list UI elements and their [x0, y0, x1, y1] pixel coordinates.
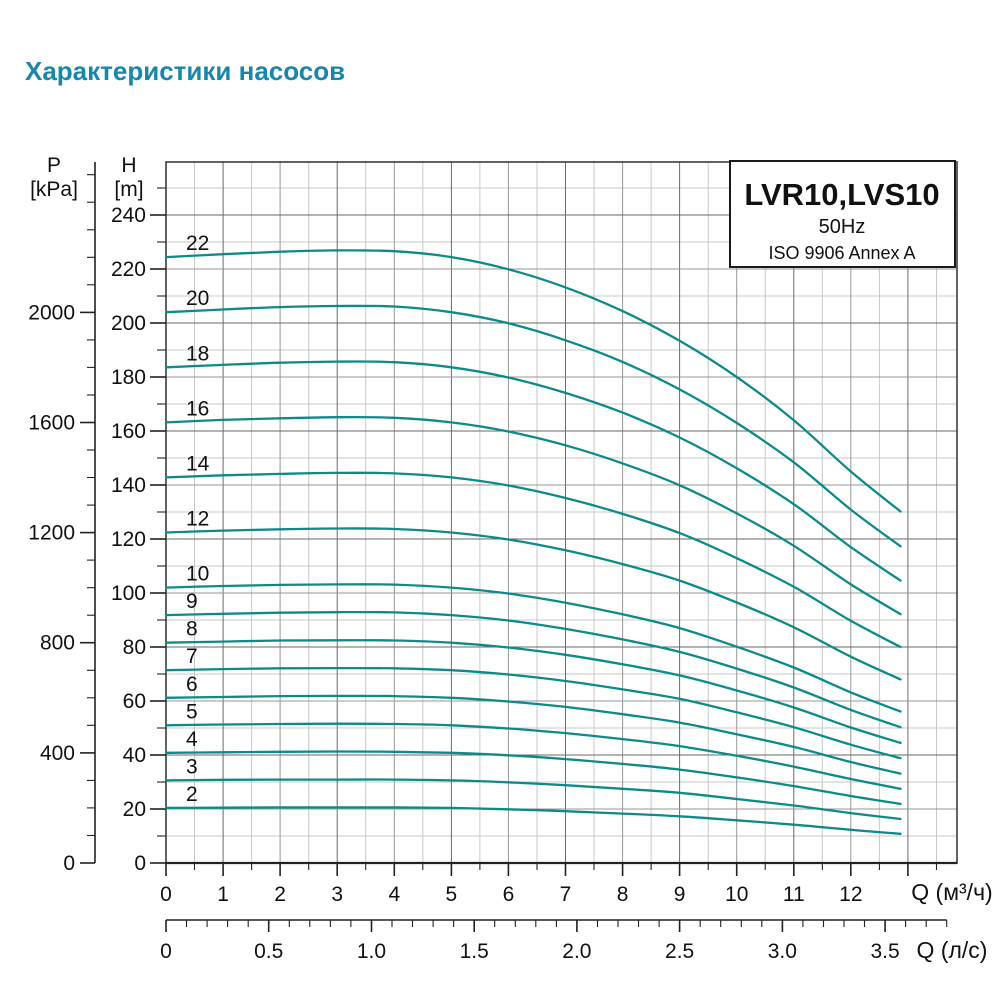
p-axis: 0 400 800 1200 1600 2000	[28, 162, 96, 875]
ls-tick-label: 2.0	[562, 940, 591, 963]
pump-curve-8	[164, 639, 902, 745]
ls-tick-label: 1.0	[357, 940, 386, 963]
h-tick-label: 0	[134, 852, 146, 875]
pump-curve-3	[164, 778, 902, 821]
curve-label-12: 12	[186, 508, 209, 531]
h-tick-label: 100	[111, 582, 146, 605]
x-tick-label: 6	[503, 883, 515, 906]
curve-label-4: 4	[186, 728, 198, 751]
standard: ISO 9906 Annex A	[768, 243, 915, 263]
curve-label-3: 3	[186, 755, 198, 778]
h-tick-label: 40	[123, 744, 146, 767]
x-tick-label: 5	[446, 883, 458, 906]
curve-label-16: 16	[186, 397, 209, 420]
h-tick-label: 220	[111, 258, 146, 281]
page-title: Характеристики насосов	[25, 56, 346, 86]
p-tick-label: 400	[40, 742, 75, 765]
pump-curve-4	[164, 750, 902, 806]
curve-label-10: 10	[186, 563, 209, 586]
ls-tick-label: 0.5	[254, 940, 283, 963]
pump-curve-20	[164, 304, 902, 548]
x-tick-label: 1	[217, 883, 229, 906]
curve-label-14: 14	[186, 452, 210, 475]
h-tick-label: 120	[111, 528, 146, 551]
x-tick-label: 10	[725, 883, 748, 906]
ls-tick-label: 2.5	[665, 940, 694, 963]
ls-tick-label: 3.5	[870, 940, 899, 963]
pump-curve-16	[164, 415, 902, 616]
pump-curve-14	[164, 471, 902, 649]
curve-label-5: 5	[186, 700, 198, 723]
x-tick-label: 3	[331, 883, 343, 906]
pump-curve-5	[164, 722, 902, 790]
h-tick-label: 180	[111, 366, 146, 389]
p-tick-label: 0	[63, 852, 75, 875]
curve-label-2: 2	[186, 783, 198, 806]
h-axis: 0 20 40 60 80 100 120 140 160 180 200 220 240	[111, 187, 166, 875]
pump-curve-6	[164, 694, 902, 775]
curve-label-18: 18	[186, 342, 209, 365]
q-ls-axis: 0 0.5 1.0 1.5 2.0 2.5 3.0 3.5 Q (л/с)	[160, 919, 988, 963]
frequency: 50Hz	[819, 216, 866, 238]
p-tick-label: 800	[40, 632, 75, 655]
h-tick-label: 160	[111, 420, 146, 443]
h-axis-unit: [m]	[114, 178, 143, 201]
h-tick-label: 200	[111, 312, 146, 335]
ls-tick-label: 0	[160, 940, 172, 963]
axis-headers: P[kPa] H[m]	[30, 154, 144, 201]
x-tick-label: 11	[783, 883, 805, 906]
pump-curve-22	[164, 249, 902, 513]
h-tick-label: 20	[123, 798, 146, 821]
p-tick-label: 1600	[28, 411, 75, 434]
x-tick-label: 2	[274, 883, 286, 906]
h-tick-label: 240	[111, 204, 146, 227]
info-box: LVR10,LVS10 50Hz ISO 9906 Annex A	[729, 160, 956, 268]
curve-label-22: 22	[186, 232, 209, 255]
model-name: LVR10,LVS10	[744, 177, 939, 212]
ls-tick-label: 1.5	[460, 940, 489, 963]
p-axis-unit: [kPa]	[30, 178, 78, 201]
h-tick-label: 80	[123, 636, 146, 659]
p-axis-name: P	[47, 154, 61, 177]
pump-curve-18	[164, 360, 902, 582]
x-tick-label: 0	[160, 883, 172, 906]
pump-curve-10	[164, 583, 902, 713]
p-tick-label: 2000	[28, 301, 75, 324]
x-tick-label: 9	[674, 883, 686, 906]
pump-curves	[164, 249, 902, 835]
ls-axis-title: Q (л/с)	[917, 937, 988, 963]
q-m3h-axis: 0 1 2 3 4 5 6 7 8 9 10 11 12 Q (м³/ч)	[160, 863, 993, 906]
pump-curve-12	[164, 527, 902, 681]
info-box-frame	[729, 160, 956, 268]
x-tick-label: 4	[388, 883, 400, 906]
pump-curve-7	[164, 666, 902, 760]
x-tick-label: 8	[617, 883, 629, 906]
h-tick-label: 60	[123, 690, 146, 713]
x-axis-title: Q (м³/ч)	[911, 879, 992, 905]
h-tick-label: 140	[111, 474, 146, 497]
x-tick-label: 12	[839, 883, 862, 906]
curve-label-8: 8	[186, 618, 198, 641]
curve-label-7: 7	[186, 645, 198, 668]
h-axis-name: H	[121, 154, 136, 177]
curve-label-6: 6	[186, 673, 198, 696]
pump-curve-2	[164, 806, 902, 835]
curve-label-20: 20	[186, 287, 209, 310]
x-tick-label: 7	[560, 883, 572, 906]
curve-labels: 22 20 18 16 14 12 10 9 8 7 6 5 4 3 2	[186, 232, 210, 806]
pump-curve-9	[164, 610, 902, 729]
ls-tick-label: 3.0	[768, 940, 797, 963]
p-tick-label: 1200	[28, 522, 75, 545]
curve-label-9: 9	[186, 590, 198, 613]
